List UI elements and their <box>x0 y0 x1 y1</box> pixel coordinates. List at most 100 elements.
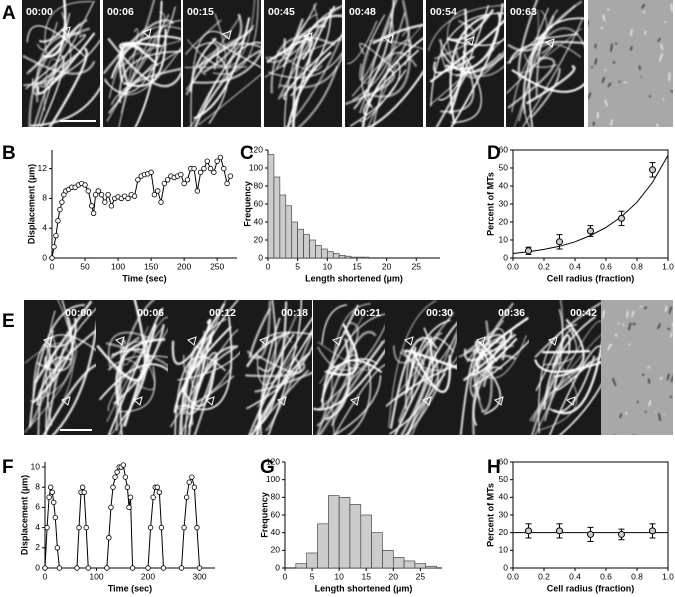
filament <box>507 56 556 109</box>
plot-frame <box>512 149 669 259</box>
y-tick-label: 10 <box>499 545 509 555</box>
filament <box>517 0 539 79</box>
data-point <box>151 191 158 198</box>
filament <box>190 30 229 127</box>
texture-speck <box>602 310 605 319</box>
x-tick-label: 1.0 <box>662 261 674 271</box>
filament <box>513 9 539 127</box>
data-point <box>189 474 195 480</box>
data-point <box>102 199 108 205</box>
texture <box>458 302 529 435</box>
texture <box>103 0 181 127</box>
data-point <box>204 158 210 164</box>
texture-speck <box>636 400 640 404</box>
x-tick-label: 300 <box>192 571 206 581</box>
texture-speck <box>604 99 608 107</box>
texture-speck <box>664 20 667 23</box>
x-tick-label: 0.8 <box>631 571 643 581</box>
data-point <box>145 565 151 571</box>
filament <box>361 14 386 108</box>
filament <box>450 38 504 46</box>
filament <box>30 86 100 127</box>
x-tick-label: 200 <box>141 571 155 581</box>
texture-speck <box>609 119 614 126</box>
filament <box>203 13 243 73</box>
filament <box>257 300 277 372</box>
y-tick-label: 60 <box>254 198 264 208</box>
data-point <box>88 203 95 209</box>
y-tick-label: 40 <box>254 216 264 226</box>
filament <box>48 47 88 127</box>
hist-bar <box>362 256 370 259</box>
hist-bar <box>425 565 437 569</box>
texture-speck <box>632 434 635 435</box>
x-axis-label: Cell radius (fraction) <box>547 273 635 283</box>
x-tick-label: 0 <box>266 261 271 271</box>
filament <box>198 73 261 126</box>
texture <box>345 0 423 127</box>
filament <box>109 358 143 435</box>
hist-bar <box>350 256 358 259</box>
x-tick-label: 150 <box>144 261 158 271</box>
x-tick-label: 15 <box>361 571 371 581</box>
timestamp: 00:48 <box>349 6 376 18</box>
data-point <box>127 494 134 501</box>
filament <box>43 58 59 112</box>
filament <box>32 50 83 89</box>
timestamp: 00:12 <box>209 307 236 319</box>
texture-speck <box>601 76 606 84</box>
filament <box>535 32 579 40</box>
filament <box>404 349 457 370</box>
filament <box>345 67 396 106</box>
filament <box>410 347 452 393</box>
chart: 0 5 10 15 20 25 0 20 40 60 80 100 120 Length shortene… <box>259 456 442 593</box>
x-axis-label: Length shortened (µm) <box>305 273 403 283</box>
filament <box>525 64 576 105</box>
texture-speck <box>648 400 652 407</box>
filament <box>558 383 601 435</box>
filament <box>190 346 237 426</box>
filament <box>534 320 601 435</box>
data-point <box>47 484 54 490</box>
plot-frame <box>512 461 669 569</box>
filament <box>440 55 475 113</box>
texture-speck <box>670 375 673 383</box>
data-point <box>49 255 55 261</box>
texture-speck <box>657 323 662 330</box>
data-point <box>178 171 184 178</box>
filament <box>454 49 504 79</box>
panel-label: B <box>2 143 16 164</box>
filament <box>506 44 554 94</box>
arrowhead <box>566 396 576 406</box>
filament <box>119 41 162 51</box>
hist-bar <box>315 245 322 259</box>
hist-bar <box>321 248 328 259</box>
filament <box>48 330 54 380</box>
filament <box>469 302 515 398</box>
y-tick-label: 6 <box>35 502 40 512</box>
data-point <box>129 565 136 571</box>
y-tick-label: 10 <box>499 234 509 244</box>
data-point <box>82 182 88 188</box>
timestamp: 00:21 <box>354 307 381 319</box>
filament <box>107 37 181 88</box>
texture <box>264 2 342 127</box>
filament <box>367 28 410 127</box>
filament <box>104 46 181 96</box>
data-point <box>105 191 111 198</box>
y-tick-label: 80 <box>271 492 281 502</box>
data-point <box>54 545 61 551</box>
data-point <box>85 188 92 194</box>
texture-speck <box>629 29 633 36</box>
filament <box>40 54 65 127</box>
data-point <box>114 469 120 475</box>
y-tick-label: 8 <box>42 193 47 203</box>
texture-speck <box>647 378 651 384</box>
filament <box>367 70 423 127</box>
data-point <box>120 462 127 468</box>
filament <box>472 366 503 435</box>
hist-bar <box>306 552 318 569</box>
filament <box>438 38 504 77</box>
filament <box>283 34 342 101</box>
filament <box>36 32 96 95</box>
